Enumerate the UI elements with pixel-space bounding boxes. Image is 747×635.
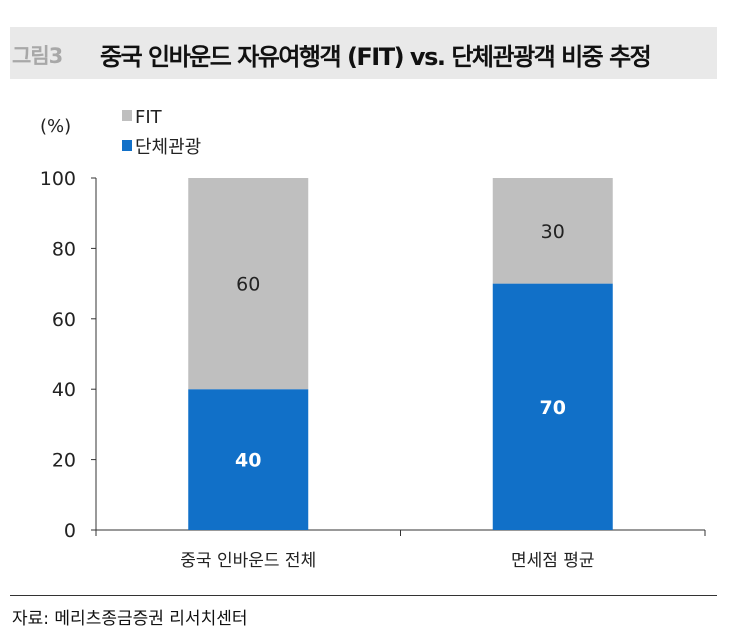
y-tick-label: 40 [52,379,76,401]
bar-segment [492,283,613,530]
source-note: 자료: 메리츠종금증권 리서치센터 [12,609,248,629]
legend-swatch [122,140,132,151]
legend-label: 단체관광 [135,137,201,158]
x-tick-label: 중국 인바운드 전체 [180,551,316,571]
data-label: 60 [236,274,260,296]
stacked-bar-chart: 0 20 40 60 80 100 (%) 40 60 중국 인바운드 전체 70 30 면세점 평균 F… [40,107,706,571]
bar-segment [492,178,613,284]
figure-label: 그림3 [12,44,63,68]
y-tick-label: 60 [52,309,76,331]
bar-segment [188,178,309,390]
data-label: 40 [235,450,261,472]
y-tick-label: 100 [40,168,76,190]
data-label: 30 [541,221,565,243]
data-label: 70 [540,397,566,419]
title-bar [10,27,717,79]
y-tick-label: 0 [64,520,76,542]
x-tick-label: 면세점 평균 [511,551,595,571]
y-axis-unit: (%) [40,116,71,137]
y-tick-label: 80 [52,238,76,260]
divider [10,595,717,596]
legend-swatch [122,110,132,121]
bar-segment [188,389,309,530]
legend-label: FIT [135,107,163,128]
y-tick-label: 20 [52,450,76,472]
chart-title: 중국 인바운드 자유여행객 (FIT) vs. 단체관광객 비중 추정 [100,43,652,71]
